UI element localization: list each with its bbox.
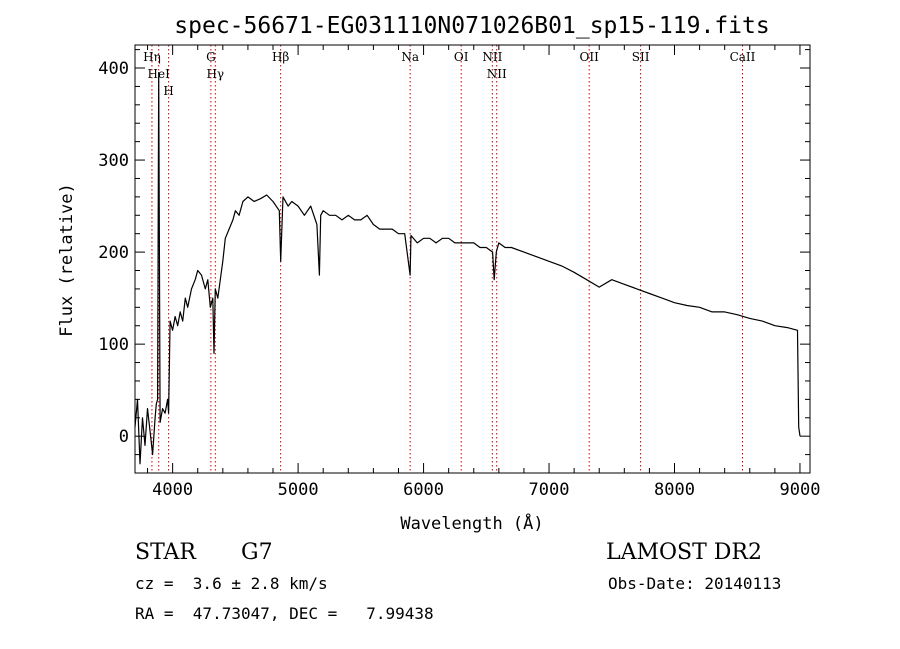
y-axis-label: Flux (relative) (57, 183, 77, 337)
x-tick-label: 6000 (403, 480, 444, 500)
reference-line-label: OI (454, 50, 469, 64)
x-tick-label: 7000 (529, 480, 570, 500)
chart-title: spec-56671-EG031110N071026B01_sp15-119.f… (174, 13, 769, 39)
y-tick-label: 300 (98, 151, 129, 171)
x-tick-label: 9000 (779, 480, 820, 500)
reference-line-label: Hγ (206, 67, 224, 81)
plot-frame (134, 44, 811, 474)
y-axis: 0 100 200 300 400 (98, 49, 810, 474)
redshift-text: cz = 3.6 ± 2.8 km/s (135, 574, 328, 593)
reference-line-label: NII (482, 50, 502, 64)
reference-line-label: OII (580, 50, 600, 64)
coordinates-text: RA = 47.73047, DEC = 7.99438 (135, 604, 434, 623)
reference-line-label: Hβ (272, 50, 289, 64)
reference-line-label: Hη (143, 50, 161, 64)
x-tick-label: 8000 (654, 480, 695, 500)
reference-line-label: H (163, 84, 173, 98)
reference-line-label: CaII (730, 50, 756, 64)
reference-line-label: NII (487, 67, 507, 81)
x-axis-label: Wavelength (Å) (400, 512, 543, 534)
x-tick-label: 4000 (152, 480, 193, 500)
x-tick-label: 5000 (278, 480, 319, 500)
reference-line-label: G (206, 50, 216, 64)
object-subclass: G7 (241, 540, 273, 565)
x-axis: 4000 5000 6000 7000 8000 9000 (147, 45, 820, 500)
y-tick-label: 200 (98, 243, 129, 263)
reference-line-label: SII (632, 50, 650, 64)
spectrum-series (134, 71, 801, 465)
y-tick-label: 400 (98, 59, 129, 79)
y-tick-label: 0 (119, 427, 129, 447)
survey-name: LAMOST DR2 (606, 540, 762, 565)
obs-date-text: Obs-Date: 20140113 (608, 574, 782, 593)
spectrum-line (134, 71, 801, 465)
object-class: STAR (135, 540, 196, 565)
y-tick-label: 100 (98, 335, 129, 355)
reference-line-label: Na (401, 50, 419, 64)
